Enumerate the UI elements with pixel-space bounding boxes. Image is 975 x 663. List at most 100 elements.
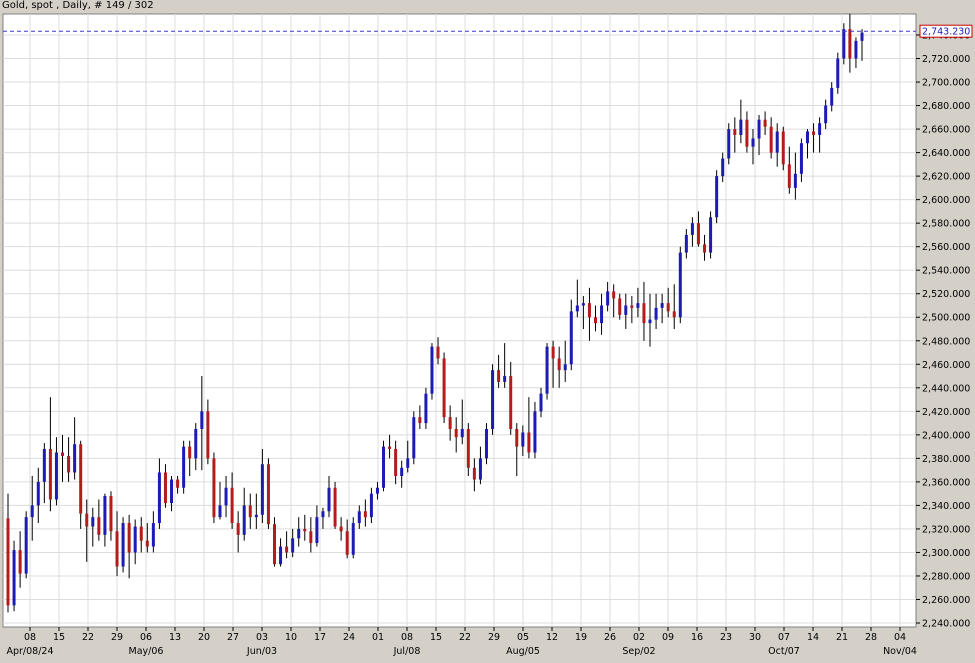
x-tick-label: 22 — [82, 632, 94, 643]
y-tick-label: 2,320.000 — [922, 524, 970, 535]
candle — [206, 399, 210, 465]
candle-body-down — [472, 467, 476, 480]
candle — [678, 246, 682, 324]
candle-body-up — [775, 131, 779, 153]
candle-body-down — [515, 428, 519, 447]
candle — [739, 99, 743, 144]
candle — [200, 376, 204, 471]
candle-body-down — [163, 472, 167, 504]
candle — [527, 397, 531, 459]
x-month-label: Aug/05 — [506, 646, 540, 657]
candle — [642, 281, 646, 341]
candle — [666, 287, 670, 318]
candle-body-down — [115, 531, 119, 567]
candle — [727, 123, 731, 165]
y-axis: 2,240.000 2,260.000 2,280.000 2,300.000 2,32… — [916, 31, 970, 630]
candle — [54, 437, 58, 506]
candle-body-up — [805, 131, 809, 144]
candle-body-up — [739, 119, 743, 135]
y-tick-label: 2,700.000 — [922, 78, 970, 89]
candle — [781, 126, 785, 171]
last-price-label: 2,743.230 — [922, 27, 970, 38]
candle-body-up — [539, 393, 543, 412]
candle-body-up — [375, 487, 379, 494]
candle-body-down — [497, 370, 501, 382]
x-tick-label: 03 — [256, 632, 268, 643]
plot-area[interactable] — [2, 13, 917, 628]
candle-body-up — [581, 303, 585, 306]
x-tick-label: 08 — [401, 632, 413, 643]
y-tick-label: 2,240.000 — [922, 619, 970, 630]
candle — [799, 138, 803, 182]
x-tick-label: 09 — [662, 632, 674, 643]
candle-body-up — [484, 428, 488, 459]
y-tick-label: 2,680.000 — [922, 101, 970, 112]
candle — [236, 511, 240, 553]
candle-body-up — [121, 523, 125, 567]
candle — [382, 440, 386, 492]
candle — [515, 423, 519, 476]
candle-body-up — [660, 303, 664, 308]
candle — [73, 417, 77, 480]
y-tick-label: 2,280.000 — [922, 571, 970, 582]
candle — [715, 170, 719, 224]
candle — [830, 82, 834, 112]
candle-body-down — [176, 479, 180, 488]
y-tick-label: 2,560.000 — [922, 242, 970, 253]
candle — [436, 337, 440, 365]
candle — [176, 476, 180, 494]
candle — [188, 440, 192, 476]
y-tick-label: 2,580.000 — [922, 219, 970, 230]
candle-body-down — [188, 446, 192, 459]
candle — [242, 487, 246, 541]
candle — [454, 417, 458, 453]
x-axis: 08 15 22 29 06 13 20 27 03 10 17 24 01 08 15 22 29 05 12 19… — [6, 627, 917, 657]
candle — [751, 129, 755, 165]
x-tick-label: 15 — [430, 632, 442, 643]
candle-body-down — [587, 303, 591, 318]
x-month-label: Oct/07 — [768, 646, 800, 657]
candle-body-up — [406, 458, 410, 468]
candle-body-up — [182, 446, 186, 488]
candle — [224, 476, 228, 518]
candle — [442, 352, 446, 424]
x-tick-label: 21 — [836, 632, 848, 643]
candle — [345, 519, 349, 559]
x-month-label: Apr/08/24 — [6, 646, 53, 657]
candle-body-up — [854, 40, 858, 59]
candle-body-down — [745, 119, 749, 147]
y-tick-label: 2,600.000 — [922, 195, 970, 206]
candle — [6, 493, 10, 613]
candle-body-up — [654, 307, 658, 320]
candle — [218, 481, 222, 520]
candle — [600, 293, 604, 335]
candle — [418, 405, 422, 429]
candle-body-up — [824, 105, 828, 124]
candle-body-up — [91, 517, 95, 527]
candle-body-up — [194, 428, 198, 459]
x-tick-label: 12 — [546, 632, 558, 643]
candle — [448, 405, 452, 441]
candle — [375, 481, 379, 500]
x-tick-label: 30 — [749, 632, 761, 643]
candle — [557, 346, 561, 388]
candle — [85, 499, 89, 562]
candle-body-up — [575, 305, 579, 312]
candle — [79, 440, 83, 529]
candle-body-up — [200, 411, 204, 429]
candle-body-up — [357, 511, 361, 524]
candle — [721, 152, 725, 182]
candle — [703, 234, 707, 261]
grid-lines — [3, 14, 916, 627]
candle — [836, 52, 840, 94]
candle — [606, 281, 610, 312]
candle — [285, 531, 289, 559]
candle — [587, 287, 591, 341]
candle — [369, 487, 373, 524]
candle — [533, 401, 537, 459]
candle — [812, 123, 816, 153]
candle — [163, 464, 167, 508]
candle-body-down — [672, 311, 676, 318]
candle-body-up — [606, 291, 610, 306]
